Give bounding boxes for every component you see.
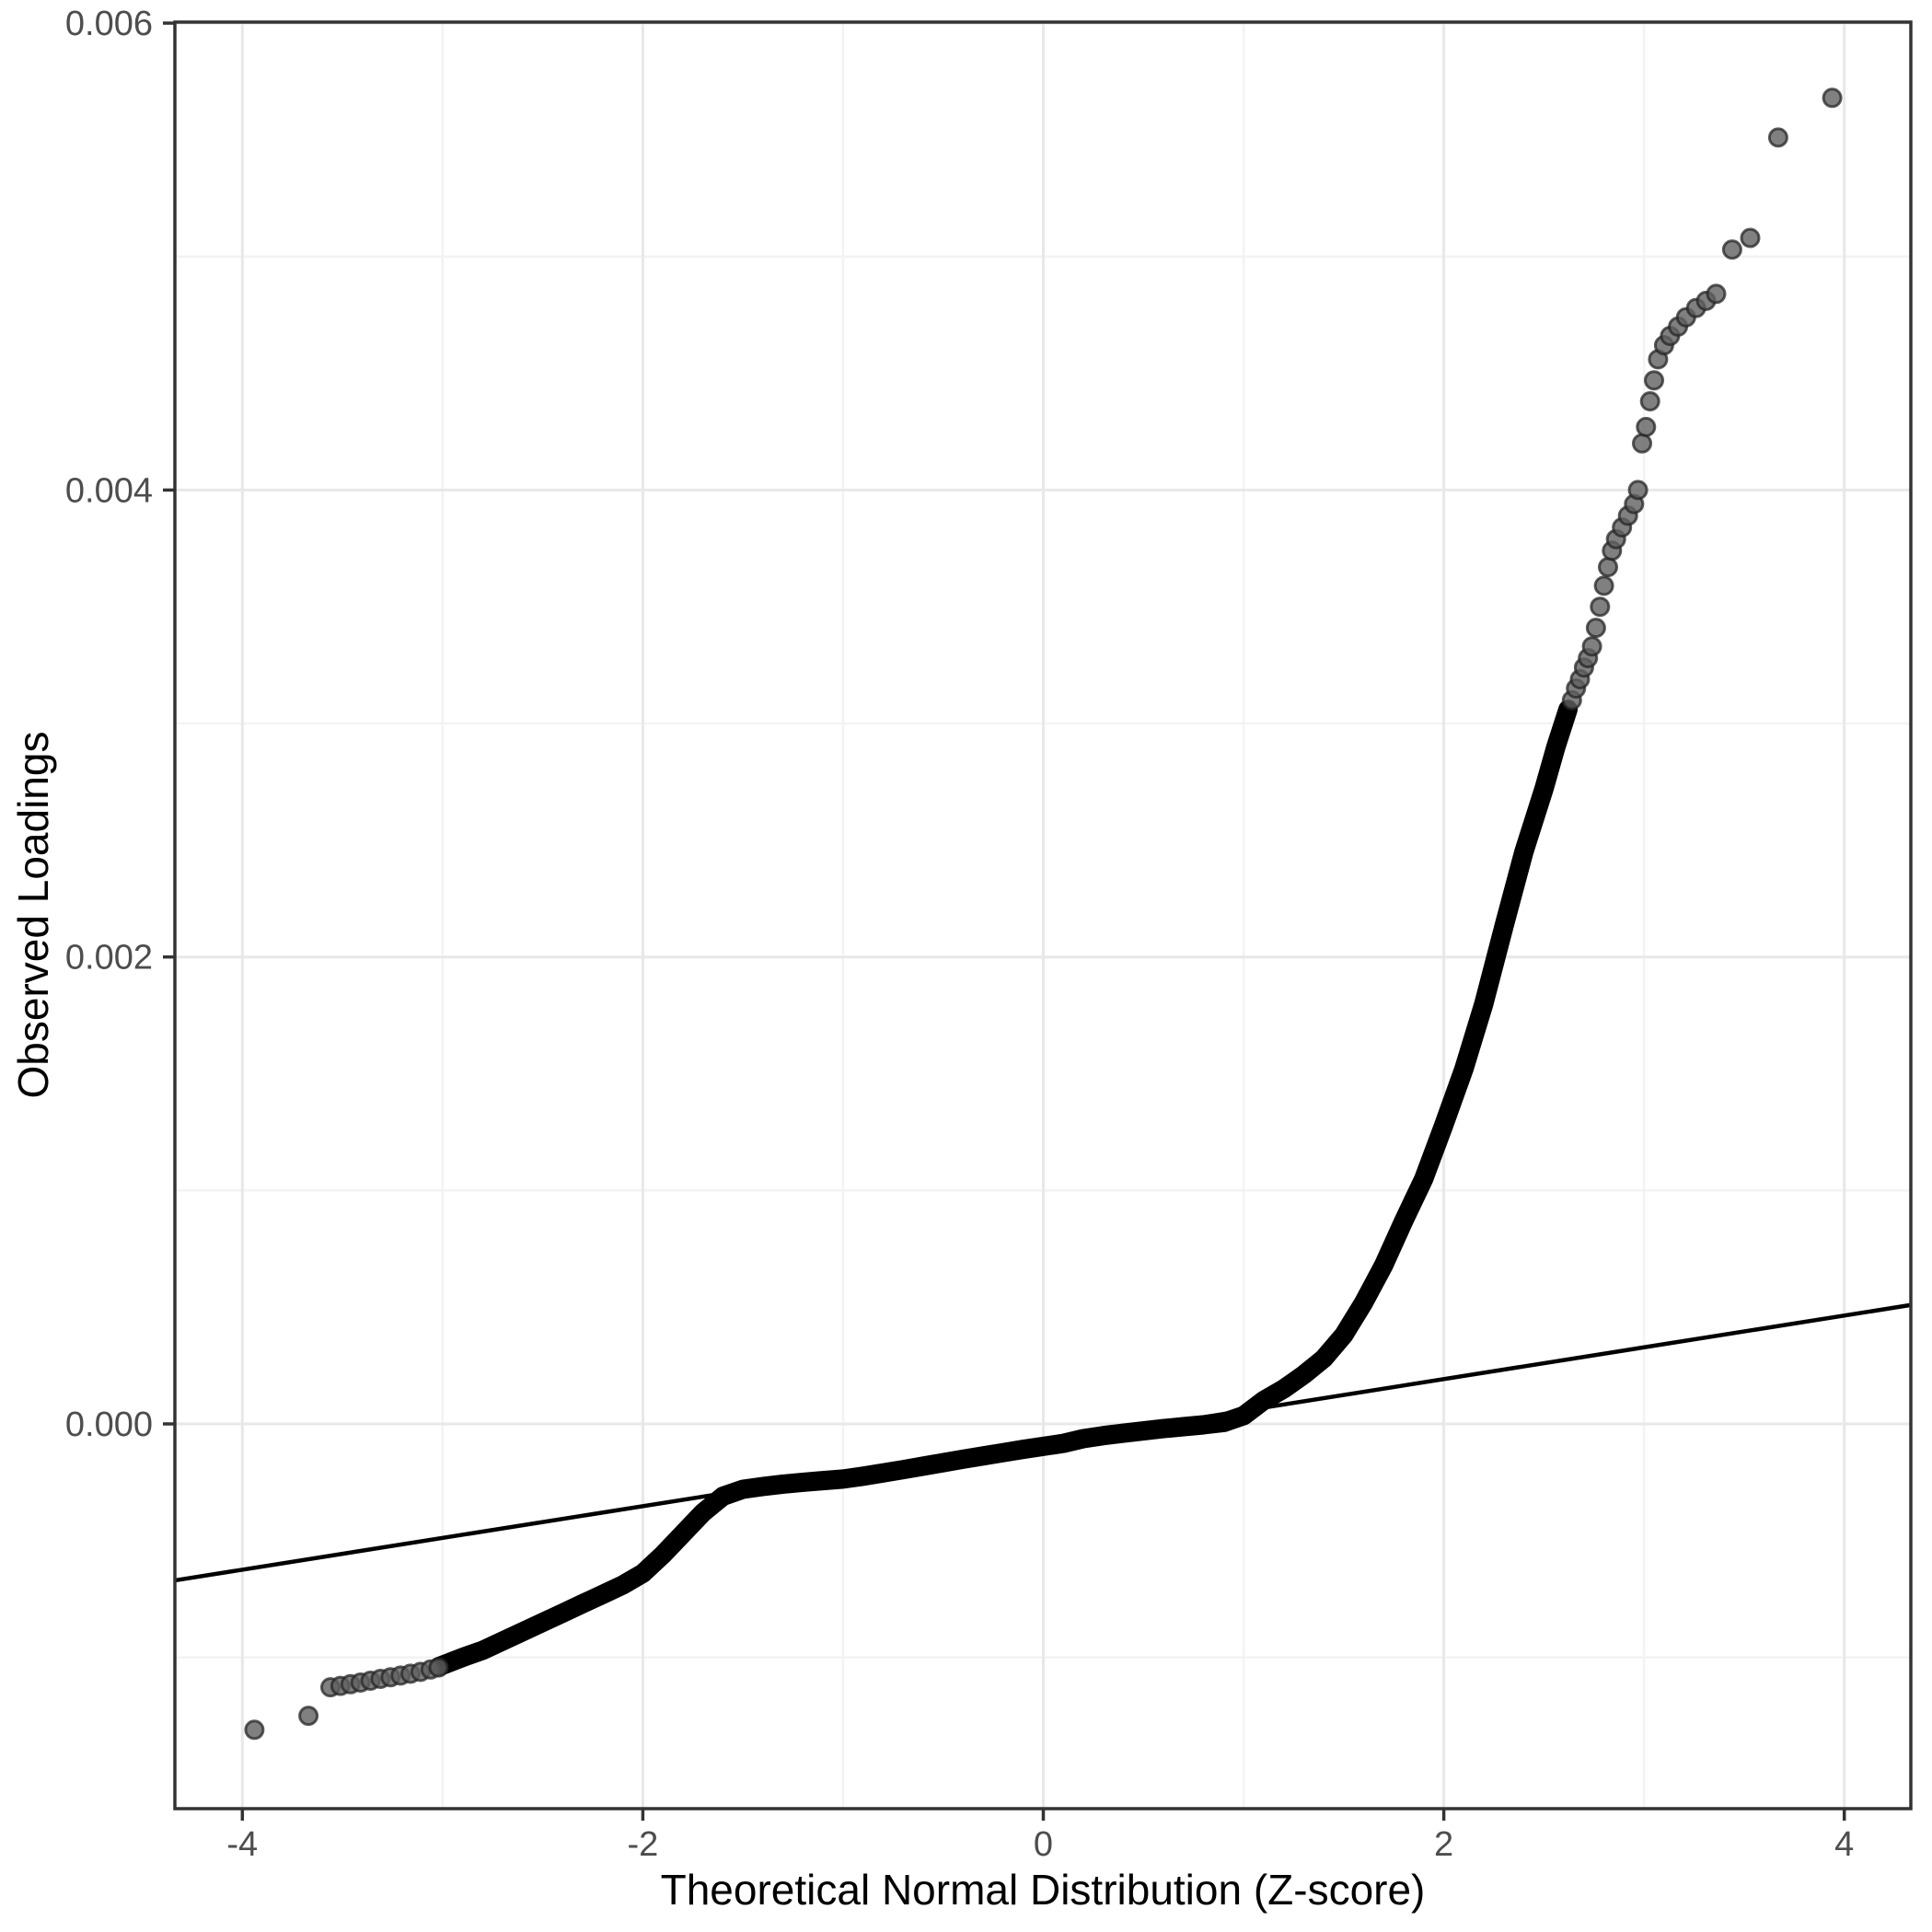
data-point-high-tail <box>1822 87 1843 109</box>
x-tick-label: 0 <box>1034 1825 1053 1864</box>
data-point-high-tail <box>1706 283 1727 305</box>
data-point-low-tail <box>244 1719 265 1741</box>
data-point-high-tail <box>1581 636 1602 657</box>
x-tick-label: -2 <box>628 1825 659 1864</box>
x-tick-label: 2 <box>1434 1825 1453 1864</box>
data-point-high-tail <box>1632 433 1652 454</box>
x-tick-label: 4 <box>1834 1825 1854 1864</box>
data-point-high-tail <box>1627 480 1649 501</box>
data-point-low-tail <box>428 1657 449 1678</box>
data-point-high-tail <box>1644 370 1664 391</box>
data-point-low-tail <box>298 1706 319 1727</box>
y-tick-label: 0.002 <box>65 939 153 978</box>
data-point-high-tail <box>1740 227 1761 249</box>
data-point-high-tail <box>1590 596 1611 618</box>
y-axis-title: Observed Loadings <box>9 731 57 1099</box>
data-point-high-tail <box>1767 127 1788 148</box>
data-point-high-tail <box>1598 557 1618 578</box>
y-tick-label: 0.000 <box>65 1406 153 1444</box>
data-point-high-tail <box>1721 239 1742 260</box>
y-tick-label: 0.004 <box>65 471 153 510</box>
data-point-high-tail <box>1593 575 1614 596</box>
data-point-high-tail <box>1636 416 1657 437</box>
x-axis-title: Theoretical Normal Distribution (Z-score… <box>660 1866 1426 1914</box>
y-tick-label: 0.006 <box>65 5 153 43</box>
data-point-high-tail <box>1639 391 1660 411</box>
data-point-high-tail <box>1585 618 1606 639</box>
x-tick-label: -4 <box>226 1825 258 1864</box>
dense-point-band <box>429 700 1578 1677</box>
